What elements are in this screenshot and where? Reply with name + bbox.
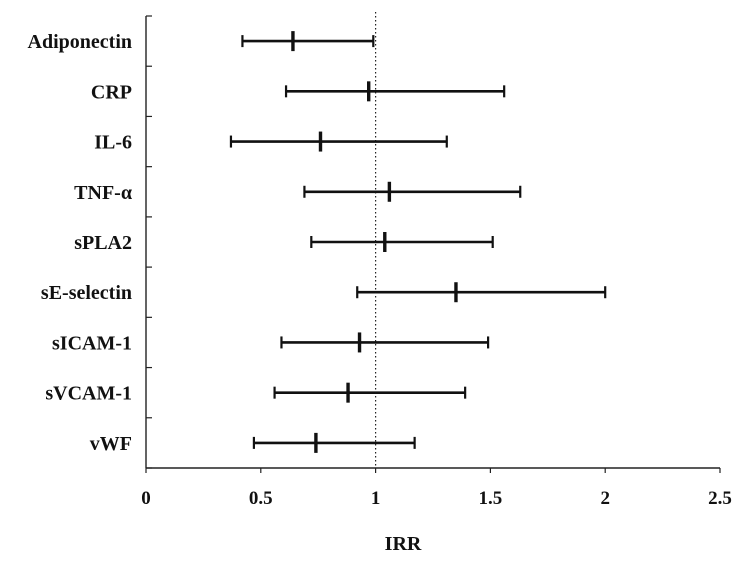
row-5: sE-selectin [41,282,607,304]
row-3: TNF-α [74,181,522,204]
row-0: Adiponectin [28,31,375,53]
row-label: sPLA2 [74,232,132,254]
row-7: sVCAM-1 [45,382,467,405]
row-2: IL-6 [94,131,448,154]
row-label: CRP [91,81,132,103]
y-ticks [146,15,152,469]
row-label: sICAM-1 [52,332,132,354]
row-8: vWF [90,432,416,455]
x-tick-label: 0 [141,488,151,509]
row-label: sE-selectin [41,282,132,304]
x-ticks: 0 0.5 1 1.5 2 2.5 [141,468,732,509]
estimate-rows: Adiponectin CRP IL-6 TNF-α sPLA2 sE-selectin s… [28,31,607,455]
row-4: sPLA2 [74,232,494,254]
plot-frame [145,12,720,469]
row-6: sICAM-1 [52,332,490,354]
x-tick-label: 2 [600,488,610,509]
row-label: IL-6 [94,132,132,154]
row-1: CRP [91,81,506,103]
x-tick-label: 2.5 [708,488,732,509]
row-label: TNF-α [74,182,132,204]
row-label: sVCAM-1 [45,383,132,405]
row-label: vWF [90,433,132,455]
x-tick-label: 0.5 [249,488,273,509]
x-axis-title: IRR [385,533,422,555]
x-tick-label: 1 [371,488,381,509]
row-label: Adiponectin [28,31,132,53]
x-tick-label: 1.5 [479,488,503,509]
